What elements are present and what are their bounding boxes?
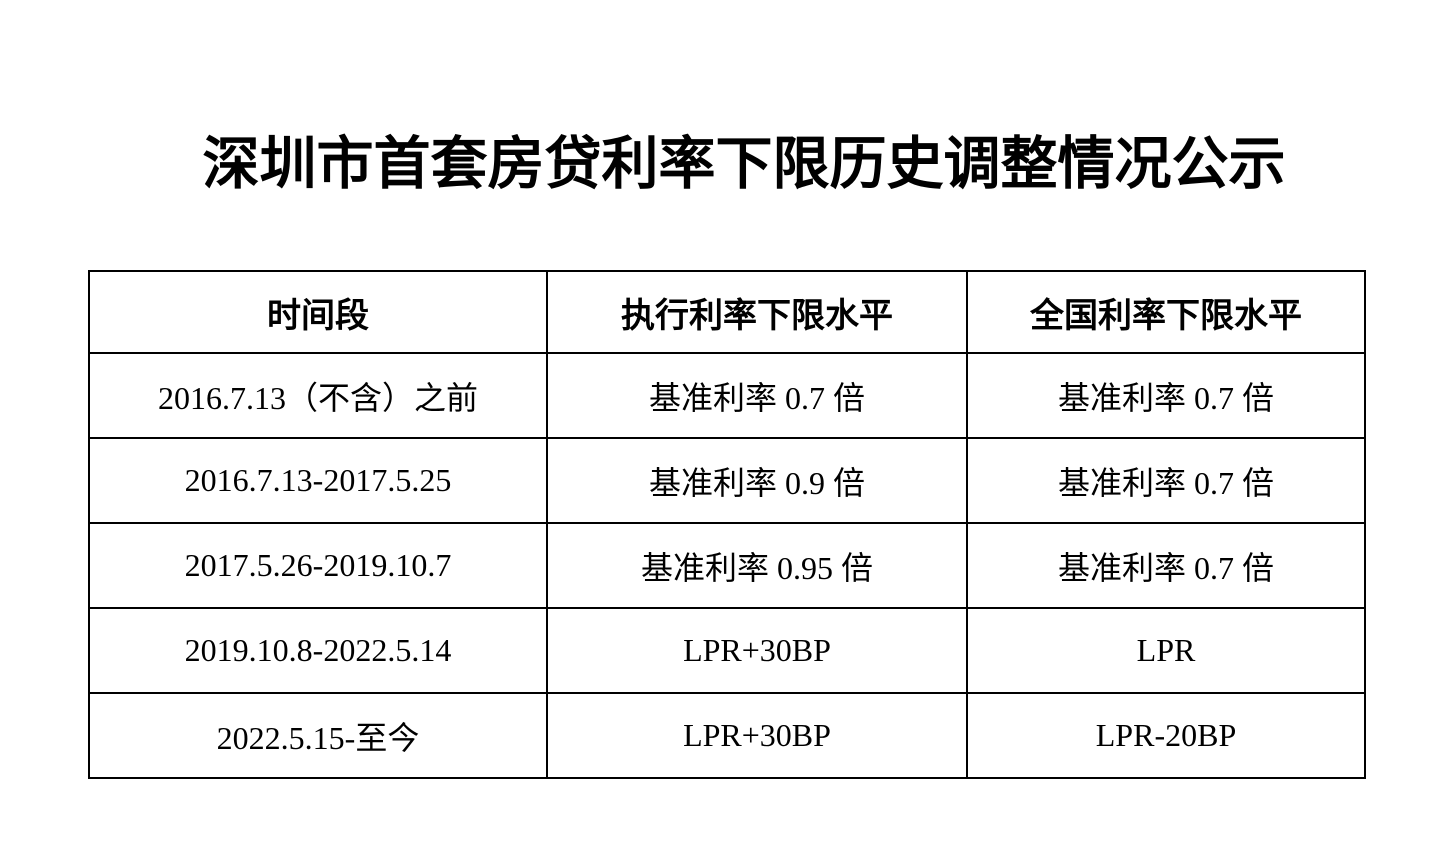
column-header-period: 时间段 [88, 270, 548, 354]
table-header-row: 时间段 执行利率下限水平 全国利率下限水平 [88, 270, 1366, 354]
table-row: 2022.5.15-至今 LPR+30BP LPR-20BP [88, 692, 1366, 779]
table-row: 2019.10.8-2022.5.14 LPR+30BP LPR [88, 607, 1366, 694]
column-header-national-rate-floor: 全国利率下限水平 [966, 270, 1366, 354]
cell-national-rate-floor: 基准利率 0.7 倍 [966, 522, 1366, 609]
table-row: 2017.5.26-2019.10.7 基准利率 0.95 倍 基准利率 0.7… [88, 522, 1366, 609]
cell-national-rate-floor: 基准利率 0.7 倍 [966, 437, 1366, 524]
rate-history-table: 时间段 执行利率下限水平 全国利率下限水平 2016.7.13（不含）之前 基准… [88, 270, 1366, 779]
cell-executed-rate-floor: 基准利率 0.7 倍 [546, 352, 968, 439]
cell-executed-rate-floor: LPR+30BP [546, 692, 968, 779]
cell-executed-rate-floor: 基准利率 0.95 倍 [546, 522, 968, 609]
column-header-executed-rate-floor: 执行利率下限水平 [546, 270, 968, 354]
cell-executed-rate-floor: LPR+30BP [546, 607, 968, 694]
cell-period: 2017.5.26-2019.10.7 [88, 522, 548, 609]
document-title: 深圳市首套房贷利率下限历史调整情况公示 [202, 132, 1286, 196]
table-row: 2016.7.13（不含）之前 基准利率 0.7 倍 基准利率 0.7 倍 [88, 352, 1366, 439]
cell-period: 2016.7.13（不含）之前 [88, 352, 548, 439]
cell-period: 2022.5.15-至今 [88, 692, 548, 779]
cell-period: 2016.7.13-2017.5.25 [88, 437, 548, 524]
table-row: 2016.7.13-2017.5.25 基准利率 0.9 倍 基准利率 0.7 … [88, 437, 1366, 524]
cell-national-rate-floor: 基准利率 0.7 倍 [966, 352, 1366, 439]
cell-period: 2019.10.8-2022.5.14 [88, 607, 548, 694]
cell-national-rate-floor: LPR-20BP [966, 692, 1366, 779]
cell-executed-rate-floor: 基准利率 0.9 倍 [546, 437, 968, 524]
cell-national-rate-floor: LPR [966, 607, 1366, 694]
